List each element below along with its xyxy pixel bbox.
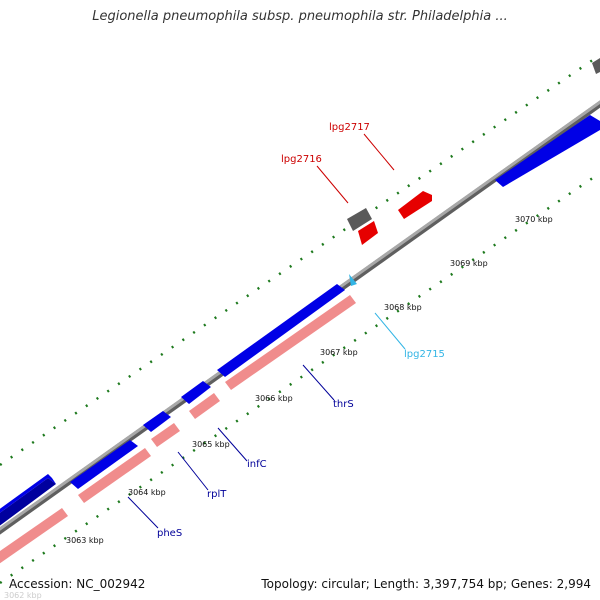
gene-lpg2716-gray[interactable] [347,208,372,231]
gene-block-4[interactable] [217,284,345,377]
gene-label-lpg2715[interactable]: lpg2715 [404,349,445,360]
leader-rplT [177,451,209,491]
gene-block-5[interactable] [495,115,600,187]
gene-label-thrS[interactable]: thrS [333,399,354,410]
cds-2[interactable] [78,448,151,503]
gene-label-rplT[interactable]: rplT [207,489,227,500]
reverse-cds [0,295,356,566]
gene-gray-far[interactable] [592,58,600,74]
faint-tick-label: 3062 kbp [4,591,42,600]
cds-3[interactable] [151,423,180,447]
tick-label: 3070 kbp [515,215,553,224]
gene-block-1[interactable] [70,440,138,489]
tick-label: 3067 kbp [320,348,358,357]
leader-pheS [127,496,159,529]
leader-infC [217,427,248,462]
tick-label: 3066 kbp [255,394,293,403]
leader-lpg2717 [363,133,395,171]
cds-1[interactable] [0,508,68,566]
gene-label-lpg2716[interactable]: lpg2716 [281,154,322,165]
tick-label: 3063 kbp [66,536,104,545]
gene-lpg2717[interactable] [398,191,432,219]
gene-labels: pheS rplT infC thrS lpg2715 lpg2716 lpg2… [157,122,445,539]
leader-lpg2716 [316,165,349,204]
outer-tick-track [0,53,600,467]
gene-pheS-forward-top[interactable] [0,474,56,520]
tick-label: 3068 kbp [384,303,422,312]
gene-lpg2715[interactable] [349,274,357,286]
genome-summary-text: Topology: circular; Length: 3,397,754 bp… [261,577,591,591]
cds-4[interactable] [189,393,220,419]
map-title: Legionella pneumophila subsp. pneumophil… [92,9,508,24]
tick-labels: 3063 kbp 3064 kbp 3065 kbp 3066 kbp 3067… [66,215,553,545]
gene-label-lpg2717[interactable]: lpg2717 [329,122,370,133]
cds-5[interactable] [225,295,356,390]
tick-label: 3065 kbp [192,440,230,449]
accession-text: Accession: NC_002942 [9,577,146,591]
gene-label-infC[interactable]: infC [247,459,267,470]
tick-label: 3064 kbp [128,488,166,497]
leader-lpg2715 [374,312,406,350]
gene-label-pheS[interactable]: pheS [157,528,182,539]
gene-block-2[interactable] [143,411,171,432]
inner-tick-track [0,171,600,585]
gene-block-3[interactable] [181,381,211,404]
gene-lpg2716[interactable] [358,221,378,245]
forward-genes [0,58,600,527]
leader-thrS [302,364,335,401]
tick-label: 3069 kbp [450,259,488,268]
gene-pheS-forward[interactable] [0,478,56,527]
